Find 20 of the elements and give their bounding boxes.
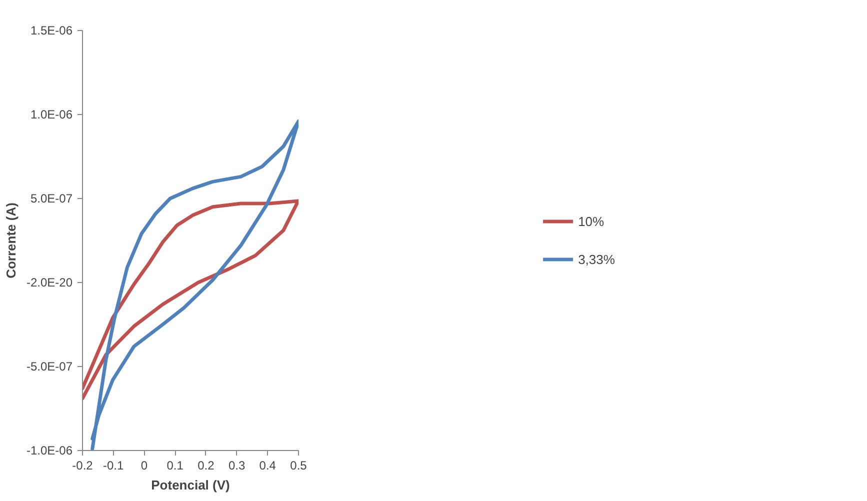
line-series	[90, 119, 298, 450]
legend-label: 10%	[578, 214, 604, 228]
x-axis-title: Potencial (V)	[151, 478, 230, 492]
y-tick-label: -2.0E-20	[26, 276, 73, 290]
x-tick-label: 0	[140, 458, 148, 472]
x-tick-label: 0.3	[228, 458, 246, 472]
x-tick-label: -0.2	[72, 458, 94, 472]
y-tick-label: 1.0E-06	[30, 108, 73, 122]
y-tick-label: 1.5E-06	[30, 24, 73, 38]
x-tick-label: -0.1	[103, 458, 124, 472]
y-tick-label: -1.0E-06	[26, 444, 73, 458]
line-series	[82, 199, 298, 400]
legend-label: 3,33%	[578, 252, 615, 266]
y-axis-title: Corrente (A)	[3, 202, 18, 278]
y-tick-label: -5.0E-07	[26, 360, 73, 374]
x-tick-label: 0.1	[166, 458, 184, 472]
x-tick-label: 0.5	[290, 458, 308, 472]
x-tick-label: 0.4	[259, 458, 276, 472]
y-tick-label: 5.0E-07	[30, 192, 73, 206]
x-tick-label: 0.2	[198, 458, 215, 472]
